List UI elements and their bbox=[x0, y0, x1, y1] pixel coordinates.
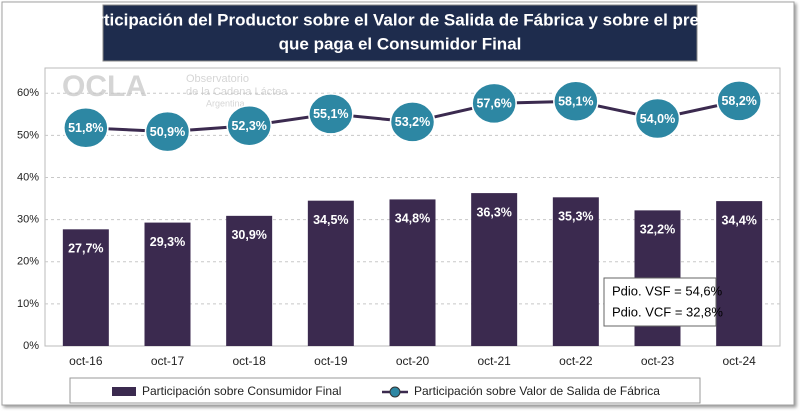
logo: OCLA Observatorio de la Cadena Láctea Ar… bbox=[62, 70, 288, 108]
x-tick-label: oct-18 bbox=[232, 354, 266, 368]
marker bbox=[63, 107, 109, 149]
logo-name: OCLA bbox=[62, 70, 147, 103]
y-tick-label: 30% bbox=[17, 214, 39, 226]
x-tick-label: oct-23 bbox=[641, 354, 675, 368]
legend-swatch bbox=[112, 387, 136, 396]
chart-title: que paga el Consumidor Final bbox=[279, 34, 522, 53]
data-label: 50,9% bbox=[150, 125, 185, 139]
legend-swatch bbox=[389, 386, 401, 398]
data-label: 51,8% bbox=[68, 121, 103, 135]
marker bbox=[716, 80, 762, 122]
bar bbox=[716, 201, 763, 346]
bar bbox=[62, 229, 109, 346]
logo-text: de la Cadena Láctea bbox=[186, 86, 288, 98]
bar bbox=[226, 215, 273, 346]
annotation: Pdio. VCF = 32,8% bbox=[612, 304, 723, 319]
bar bbox=[144, 222, 191, 346]
data-label: 53,2% bbox=[395, 115, 430, 129]
y-tick-label: 10% bbox=[17, 298, 39, 310]
bar bbox=[471, 193, 518, 346]
data-label: 34,8% bbox=[395, 212, 430, 226]
marker bbox=[634, 97, 681, 140]
data-label: 34,5% bbox=[313, 213, 348, 227]
data-label: 58,2% bbox=[721, 94, 756, 108]
marker bbox=[553, 80, 599, 123]
x-tick-label: oct-17 bbox=[151, 354, 185, 368]
data-label: 27,7% bbox=[68, 242, 103, 256]
x-tick-label: oct-20 bbox=[396, 354, 430, 368]
data-label: 52,3% bbox=[231, 119, 266, 133]
data-label: 34,4% bbox=[721, 213, 756, 227]
y-tick-label: 0% bbox=[23, 340, 39, 352]
y-tick-label: 20% bbox=[17, 256, 39, 268]
bar bbox=[307, 200, 354, 346]
marker bbox=[471, 82, 517, 125]
bar bbox=[552, 197, 599, 346]
legend bbox=[69, 377, 701, 404]
annotation: Pdio. VSF = 54,6% bbox=[612, 283, 723, 298]
annotation-box bbox=[603, 277, 717, 327]
legend-label: Participación sobre Valor de Salida de F… bbox=[414, 384, 660, 398]
marker bbox=[144, 110, 191, 153]
data-label: 35,3% bbox=[558, 210, 593, 224]
marker bbox=[226, 104, 272, 147]
x-tick-label: oct-22 bbox=[559, 354, 593, 368]
x-tick-label: oct-19 bbox=[314, 354, 348, 368]
logo-text: Observatorio bbox=[186, 73, 249, 85]
data-label: 57,6% bbox=[476, 97, 511, 111]
marker bbox=[308, 93, 354, 135]
title-box bbox=[102, 4, 698, 62]
marker bbox=[389, 101, 436, 143]
data-label: 29,3% bbox=[150, 235, 185, 249]
data-label: 30,9% bbox=[231, 228, 266, 242]
x-tick-label: oct-16 bbox=[69, 354, 103, 368]
chart-title: Participación del Productor sobre el Val… bbox=[76, 10, 723, 29]
x-tick-label: oct-24 bbox=[722, 354, 756, 368]
y-tick-label: 40% bbox=[17, 171, 39, 183]
bar bbox=[389, 199, 436, 346]
y-tick-label: 60% bbox=[17, 87, 39, 99]
data-label: 54,0% bbox=[640, 112, 675, 126]
data-label: 55,1% bbox=[313, 107, 348, 121]
logo-text: Argentina bbox=[206, 98, 245, 108]
data-label: 58,1% bbox=[558, 95, 593, 109]
data-label: 36,3% bbox=[476, 205, 511, 219]
y-tick-label: 50% bbox=[17, 129, 39, 141]
legend-label: Participación sobre Consumidor Final bbox=[142, 384, 341, 398]
data-label: 32,2% bbox=[640, 223, 675, 237]
x-tick-label: oct-21 bbox=[477, 354, 511, 368]
